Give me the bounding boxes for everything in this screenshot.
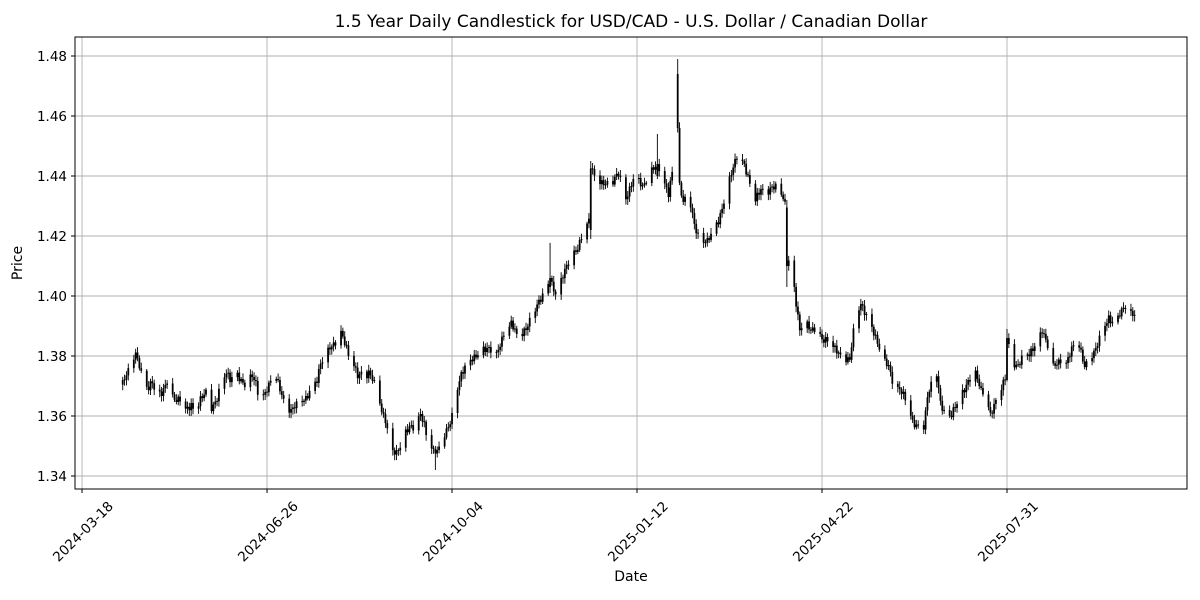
y-tick-label: 1.36 — [37, 409, 67, 425]
plot-border — [74, 36, 1188, 490]
y-tick-label: 1.48 — [37, 49, 67, 65]
x-tick-label: 2024-03-18 — [50, 499, 117, 566]
y-axis-label: Price — [10, 246, 26, 280]
y-tick-label: 1.40 — [37, 289, 67, 305]
candle-wicks — [122, 58, 1136, 471]
x-axis-label: Date — [614, 569, 647, 585]
y-tick-label: 1.34 — [37, 469, 67, 485]
candle-bodies — [121, 73, 1136, 455]
y-tick-label: 1.44 — [37, 169, 67, 185]
grid-lines — [75, 37, 1187, 489]
candlestick-series — [121, 58, 1136, 471]
x-tick-label: 2025-07-31 — [975, 499, 1042, 566]
y-tick-label: 1.46 — [37, 109, 67, 125]
chart-title: 1.5 Year Daily Candlestick for USD/CAD -… — [335, 12, 928, 32]
x-tick-label: 2024-10-04 — [420, 499, 487, 566]
x-tick-label: 2025-01-12 — [605, 499, 672, 566]
x-tick-label: 2024-06-26 — [235, 499, 302, 566]
y-tick-label: 1.42 — [37, 229, 67, 245]
x-tick-label: 2025-04-22 — [790, 499, 857, 566]
y-tick-label: 1.38 — [37, 349, 67, 365]
